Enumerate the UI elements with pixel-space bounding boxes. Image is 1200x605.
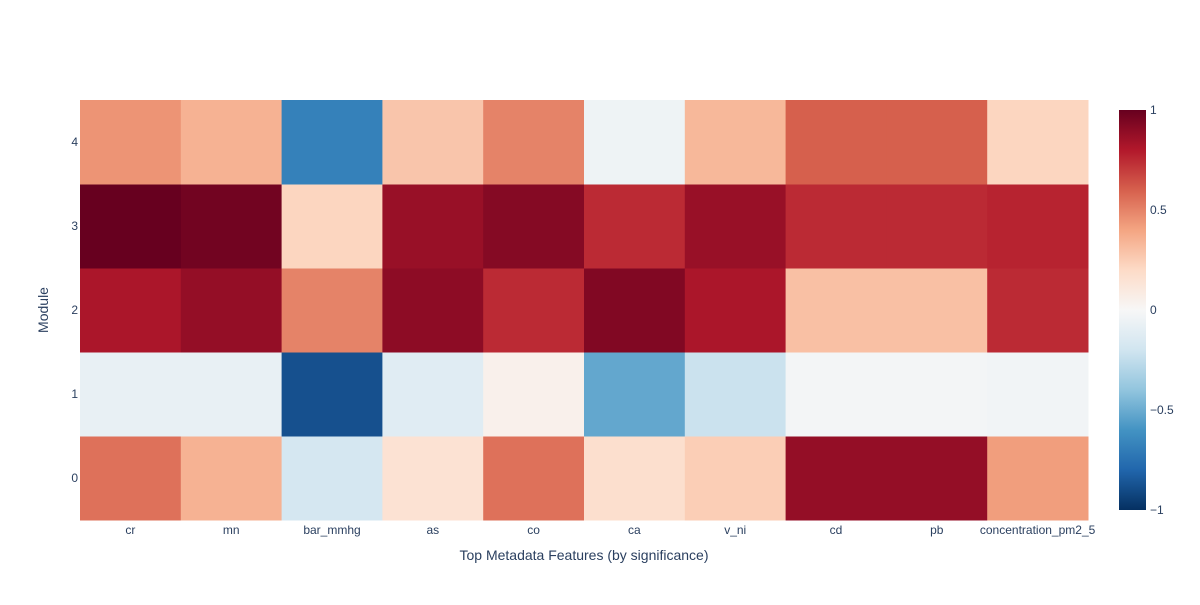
x-tick-label: bar_mmhg xyxy=(303,523,360,537)
heatmap-cells xyxy=(80,100,1089,521)
heatmap-cell xyxy=(584,352,686,437)
x-tick-label: pb xyxy=(930,523,944,537)
colorbar-tick-label: 0.5 xyxy=(1150,203,1167,217)
heatmap-cell xyxy=(987,352,1089,437)
x-tick-label: cr xyxy=(125,523,135,537)
heatmap-cell xyxy=(382,100,484,185)
heatmap-cell xyxy=(483,436,585,521)
heatmap-cell xyxy=(886,268,988,353)
heatmap-cell xyxy=(584,436,686,521)
heatmap-cell xyxy=(684,268,787,353)
heatmap-cell xyxy=(281,184,383,269)
heatmap-cell xyxy=(987,184,1089,269)
colorbar-tick-label: −1 xyxy=(1150,503,1164,517)
colorbar-gradient xyxy=(1119,110,1146,510)
y-tick-label: 3 xyxy=(71,219,78,233)
y-tick-label: 0 xyxy=(71,471,78,485)
heatmap-cell xyxy=(281,268,383,353)
heatmap-cell xyxy=(886,184,988,269)
heatmap-cell xyxy=(180,436,283,521)
colorbar xyxy=(1119,110,1146,510)
heatmap-cell xyxy=(886,436,988,521)
x-tick-label: concentration_pm2_5 xyxy=(980,523,1096,537)
heatmap-cell xyxy=(785,100,887,185)
y-tick-label: 4 xyxy=(71,135,78,149)
heatmap-cell xyxy=(180,352,283,437)
colorbar-tick-label: 0 xyxy=(1150,303,1157,317)
heatmap-cell xyxy=(785,436,887,521)
x-tick-label: cd xyxy=(830,523,843,537)
heatmap-cell xyxy=(80,100,182,185)
heatmap-cell xyxy=(180,268,283,353)
heatmap-cell xyxy=(785,184,887,269)
x-tick-label: co xyxy=(527,523,540,537)
heatmap-cell xyxy=(987,268,1089,353)
heatmap-cell xyxy=(180,100,283,185)
heatmap-cell xyxy=(80,268,182,353)
x-axis-title: Top Metadata Features (by significance) xyxy=(459,547,708,563)
colorbar-tick-label: −0.5 xyxy=(1150,403,1174,417)
heatmap-cell xyxy=(684,184,787,269)
x-tick-label: ca xyxy=(628,523,641,537)
heatmap-cell xyxy=(382,184,484,269)
heatmap-cell xyxy=(180,184,283,269)
y-tick-label: 1 xyxy=(71,387,78,401)
heatmap-cell xyxy=(987,436,1089,521)
heatmap-cell xyxy=(382,436,484,521)
x-tick-label: mn xyxy=(223,523,240,537)
heatmap-cell xyxy=(584,184,686,269)
heatmap-cell xyxy=(785,268,887,353)
y-axis-title: Module xyxy=(35,287,51,333)
heatmap-cell xyxy=(483,184,585,269)
heatmap-cell xyxy=(886,100,988,185)
heatmap-cell xyxy=(684,436,787,521)
y-tick-label: 2 xyxy=(71,303,78,317)
y-axis-ticks: 0 1 2 3 4 xyxy=(71,135,78,485)
heatmap-cell xyxy=(281,352,383,437)
colorbar-ticks: 1 0.5 0 −0.5 −1 xyxy=(1150,103,1174,517)
heatmap-cell xyxy=(382,352,484,437)
heatmap-cell xyxy=(80,352,182,437)
heatmap-cell xyxy=(987,100,1089,185)
x-tick-label: v_ni xyxy=(724,523,746,537)
x-axis-ticks: cr mn bar_mmhg as co ca v_ni cd pb concentration_… xyxy=(125,523,1095,537)
heatmap-cell xyxy=(382,268,484,353)
heatmap-cell xyxy=(483,268,585,353)
heatmap-cell xyxy=(80,184,182,269)
heatmap-cell xyxy=(785,352,887,437)
heatmap-cell xyxy=(483,352,585,437)
heatmap-cell xyxy=(886,352,988,437)
heatmap-cell xyxy=(281,100,383,185)
heatmap-cell xyxy=(80,436,182,521)
x-tick-label: as xyxy=(426,523,439,537)
heatmap-cell xyxy=(684,100,787,185)
heatmap-cell xyxy=(281,436,383,521)
heatmap-cell xyxy=(584,268,686,353)
colorbar-tick-label: 1 xyxy=(1150,103,1157,117)
heatmap-cell xyxy=(483,100,585,185)
heatmap-cell xyxy=(584,100,686,185)
heatmap-cell xyxy=(684,352,787,437)
